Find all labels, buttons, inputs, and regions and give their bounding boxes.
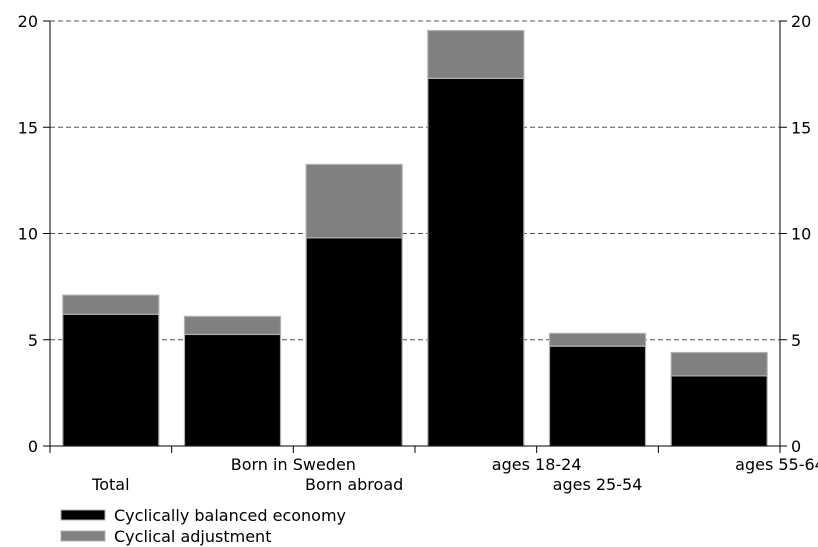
y-tick-label-left-2: 10 [18, 225, 38, 244]
x-category-label-4: ages 25-54 [553, 475, 643, 494]
bar-1-4 [548, 332, 647, 347]
y-tick-label-left-1: 5 [28, 331, 38, 350]
bar-0-3 [427, 77, 525, 447]
x-category-label-5: ages 55-64 [735, 455, 818, 474]
y-tick-label-right-3: 15 [791, 118, 811, 137]
bar-1-1 [183, 315, 282, 336]
legend-swatch-1 [60, 530, 106, 542]
y-tick-label-left-0: 0 [28, 437, 38, 456]
y-axis-right-ticks: 0 5 10 15 20 [780, 12, 811, 456]
x-category-label-3: ages 18-24 [492, 455, 582, 474]
y-tick-label-left-4: 20 [18, 12, 38, 31]
y-tick-label-right-0: 0 [791, 437, 801, 456]
legend-label-1: Cyclical adjustment [114, 527, 271, 546]
y-axis-left-ticks: 0 5 10 15 20 [18, 12, 50, 456]
y-tick-label-right-1: 5 [791, 331, 801, 350]
axes [49, 21, 781, 453]
y-tick-label-right-4: 20 [791, 12, 811, 31]
bar-1-2 [305, 163, 403, 239]
legend: Cyclically balanced economy Cyclical adju… [60, 506, 346, 546]
legend-swatch-0 [60, 509, 106, 521]
bar-0-0 [62, 313, 160, 447]
bar-1-0 [62, 294, 160, 315]
legend-label-0: Cyclically balanced economy [114, 506, 346, 525]
bar-0-1 [183, 333, 282, 447]
bar-1-3 [427, 29, 525, 79]
x-category-label-2: Born abroad [305, 475, 403, 494]
bar-1-5 [670, 351, 768, 377]
y-tick-label-left-3: 15 [18, 118, 38, 137]
bars [62, 29, 768, 447]
bar-0-5 [670, 375, 768, 447]
y-tick-label-right-2: 10 [791, 225, 811, 244]
bar-0-4 [548, 345, 647, 447]
x-category-label-1: Born in Sweden [231, 455, 356, 474]
x-category-label-0: Total [91, 475, 129, 494]
gridlines [50, 20, 780, 341]
bar-0-2 [305, 237, 403, 447]
